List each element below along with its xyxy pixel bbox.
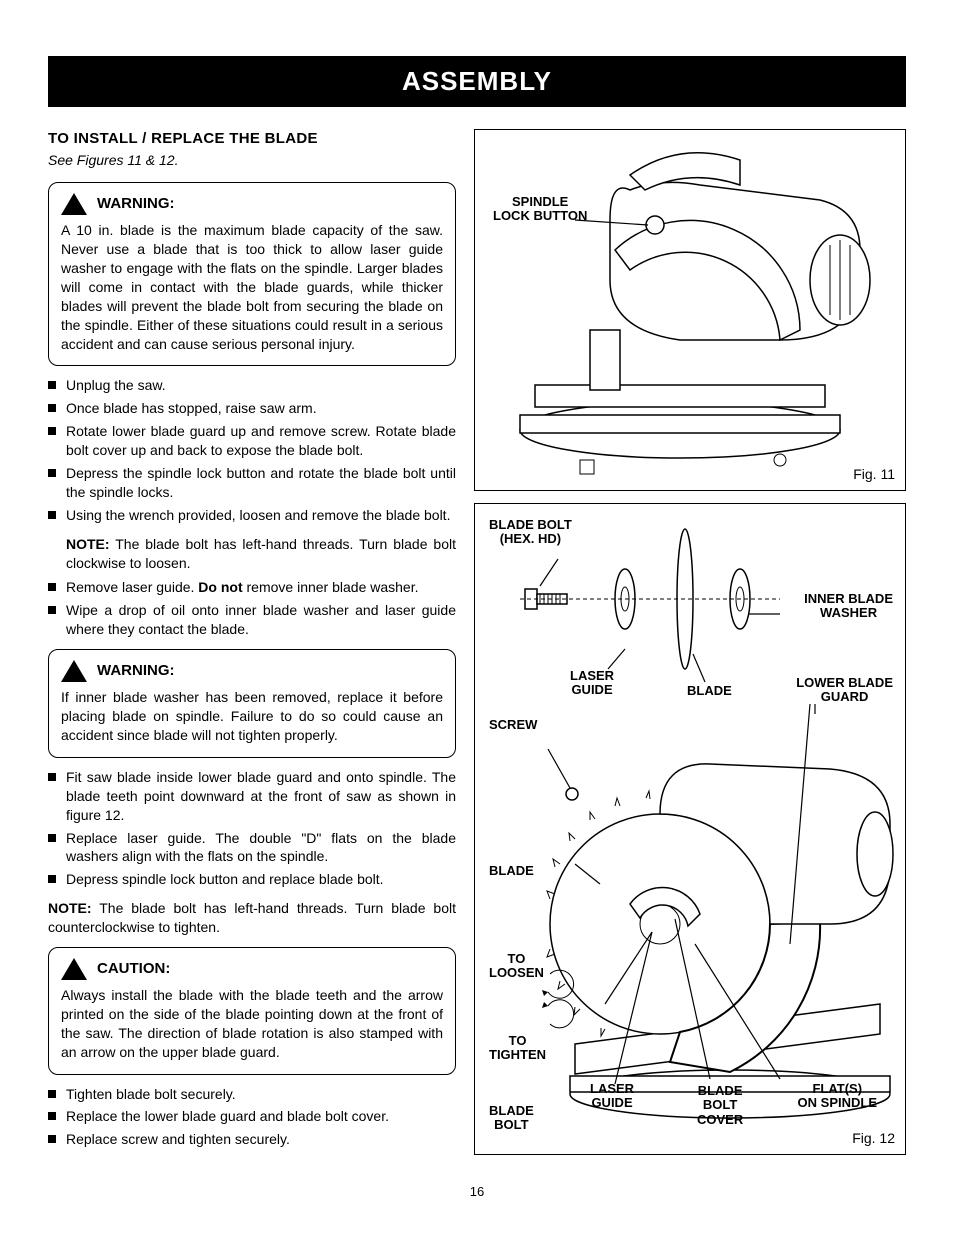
see-figures: See Figures 11 & 12. [48,151,456,170]
list-item: Using the wrench provided, loosen and re… [48,506,456,525]
steps-list-3: Tighten blade bolt securely. Replace the… [48,1085,456,1150]
note-1: NOTE: The blade bolt has left-hand threa… [48,535,456,573]
label-to-tighten: TO TIGHTEN [489,1034,546,1063]
figure-11-svg [475,130,905,490]
bold-text: Do not [198,579,242,595]
note-text: The blade bolt has left-hand threads. Tu… [48,900,456,935]
label-spindle-lock: SPINDLE LOCK BUTTON [493,195,587,224]
list-item: Wipe a drop of oil onto inner blade wash… [48,601,456,639]
note-label: NOTE: [66,536,110,552]
warning-box-1: WARNING: A 10 in. blade is the maximum b… [48,182,456,366]
list-item: Fit saw blade inside lower blade guard a… [48,768,456,825]
warning-title: WARNING: [61,193,443,215]
label-inner-blade-washer: INNER BLADE WASHER [804,592,893,621]
steps-list-1b: Remove laser guide. Do not remove inner … [48,578,456,639]
list-item: Remove laser guide. Do not remove inner … [48,578,456,597]
label-blade-top: BLADE [687,684,732,698]
left-column: TO INSTALL / REPLACE THE BLADE See Figur… [48,129,456,1159]
caution-label: CAUTION: [97,959,170,979]
caution-title: CAUTION: [61,958,443,980]
warning-icon [61,660,87,682]
list-item: Replace laser guide. The double "D" flat… [48,829,456,867]
warning-box-2: WARNING: If inner blade washer has been … [48,649,456,758]
text: remove inner blade washer. [243,579,419,595]
warning-body: If inner blade washer has been removed, … [61,688,443,745]
list-item: Unplug the saw. [48,376,456,395]
label-blade-bolt-bottom: BLADE BOLT [489,1104,534,1133]
caution-icon [61,958,87,980]
figure-12: BLADE BOLT (HEX. HD) INNER BLADE WASHER … [474,503,906,1155]
two-column-layout: TO INSTALL / REPLACE THE BLADE See Figur… [48,129,906,1159]
warning-label: WARNING: [97,194,175,214]
list-item: Depress the spindle lock button and rota… [48,464,456,502]
list-item: Replace the lower blade guard and blade … [48,1107,456,1126]
warning-title: WARNING: [61,660,443,682]
note-text: The blade bolt has left-hand threads. Tu… [66,536,456,571]
figure-11: SPINDLE LOCK BUTTON Fig. 11 [474,129,906,491]
warning-icon [61,193,87,215]
label-blade-bolt-cover: BLADE BOLT COVER [697,1084,743,1127]
label-screw: SCREW [489,718,537,732]
note-label: NOTE: [48,900,92,916]
label-lower-blade-guard: LOWER BLADE GUARD [796,676,893,705]
label-flats-on-spindle: FLAT(S) ON SPINDLE [798,1082,877,1111]
note-2: NOTE: The blade bolt has left-hand threa… [48,899,456,937]
figure-11-caption: Fig. 11 [853,465,895,484]
text: Remove laser guide. [66,579,198,595]
caution-body: Always install the blade with the blade … [61,986,443,1062]
label-blade-bolt-hex: BLADE BOLT (HEX. HD) [489,518,572,547]
label-laser-guide-bottom: LASER GUIDE [590,1082,634,1111]
steps-list-2: Fit saw blade inside lower blade guard a… [48,768,456,889]
section-banner: ASSEMBLY [48,56,906,107]
text: Wipe a drop of oil onto inner blade wash… [66,602,456,637]
list-item: Tighten blade bolt securely. [48,1085,456,1104]
warning-label: WARNING: [97,661,175,681]
figure-12-caption: Fig. 12 [852,1129,895,1148]
label-laser-guide-top: LASER GUIDE [570,669,614,698]
steps-list-1: Unplug the saw. Once blade has stopped, … [48,376,456,524]
label-to-loosen: TO LOOSEN [489,952,544,981]
list-item: Depress spindle lock button and replace … [48,870,456,889]
warning-body: A 10 in. blade is the maximum blade capa… [61,221,443,353]
section-heading: TO INSTALL / REPLACE THE BLADE [48,129,456,149]
label-blade-mid: BLADE [489,864,534,878]
page-number: 16 [48,1183,906,1201]
caution-box: CAUTION: Always install the blade with t… [48,947,456,1075]
list-item: Replace screw and tighten securely. [48,1130,456,1149]
list-item: Once blade has stopped, raise saw arm. [48,399,456,418]
right-column: SPINDLE LOCK BUTTON Fig. 11 [474,129,906,1159]
list-item: Rotate lower blade guard up and remove s… [48,422,456,460]
